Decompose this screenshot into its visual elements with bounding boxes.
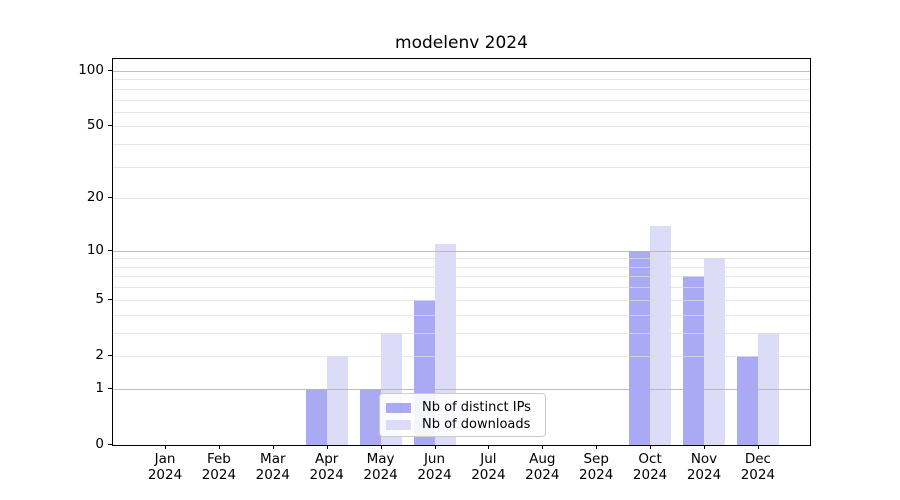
x-tick-mark-aug [542, 445, 544, 449]
y-tick-label-100: 100 [78, 61, 104, 78]
x-tick-label-jun: Jun 2024 [417, 451, 452, 483]
x-tick-label-sep: Sep 2024 [579, 451, 614, 483]
x-tick-mark-dec [757, 445, 759, 449]
y-tick-mark-50 [108, 125, 113, 127]
x-tick-label-aug: Aug 2024 [525, 451, 560, 483]
y-tick-label-10: 10 [86, 241, 104, 258]
minor-gridline-5 [113, 299, 810, 301]
minor-gridline-8 [113, 266, 810, 268]
x-tick-label-mar: Mar 2024 [255, 451, 290, 483]
y-tick-label-5: 5 [95, 290, 104, 307]
y-tick-mark-20 [108, 197, 113, 199]
legend-swatch-downloads [386, 419, 411, 430]
x-tick-mark-jun [434, 445, 436, 449]
x-tick-label-apr: Apr 2024 [309, 451, 344, 483]
minor-gridline-6 [113, 287, 810, 289]
bar-downloads-nov [704, 258, 725, 445]
bar-downloads-apr [326, 356, 348, 445]
x-tick-label-jul: Jul 2024 [471, 451, 506, 483]
minor-gridline-30 [113, 166, 810, 168]
chart-title: modelenv 2024 [395, 33, 528, 53]
minor-gridline-9 [113, 258, 810, 260]
legend-item-distinct-ips: Nb of distinct IPs [386, 399, 537, 416]
x-tick-label-dec: Dec 2024 [740, 451, 776, 483]
bar-distinct-ips-apr [305, 388, 327, 445]
y-tick-label-0: 0 [95, 436, 104, 452]
x-tick-mark-mar [272, 445, 274, 449]
minor-gridline-3 [113, 332, 810, 334]
y-tick-mark-5 [108, 298, 113, 300]
x-tick-mark-oct [650, 445, 652, 449]
y-tick-label-2: 2 [95, 347, 104, 363]
x-tick-label-nov: Nov 2024 [686, 451, 722, 483]
legend-swatch-distinct-ips [386, 402, 411, 413]
major-gridline-10 [113, 250, 810, 252]
legend: Nb of distinct IPs Nb of downloads [379, 393, 546, 437]
legend-item-downloads: Nb of downloads [386, 416, 537, 433]
legend-label-distinct-ips: Nb of distinct IPs [422, 400, 531, 415]
x-tick-label-oct: Oct 2024 [632, 451, 668, 483]
x-tick-label-may: May 2024 [363, 451, 398, 483]
x-tick-mark-sep [596, 445, 598, 449]
y-tick-mark-10 [108, 249, 113, 251]
bar-downloads-dec [757, 332, 779, 445]
minor-gridline-20 [113, 198, 810, 200]
minor-gridline-80 [113, 88, 810, 90]
minor-gridline-50 [113, 126, 810, 128]
plot-area [112, 58, 811, 446]
x-tick-mark-may [380, 445, 382, 449]
bar-distinct-ips-nov [683, 276, 704, 445]
y-tick-mark-1 [108, 387, 113, 389]
bar-distinct-ips-oct [629, 250, 651, 445]
y-tick-mark-100 [108, 69, 113, 71]
y-tick-mark-0 [108, 444, 113, 445]
minor-gridline-70 [113, 99, 810, 101]
major-gridline-1 [113, 388, 810, 390]
legend-label-downloads: Nb of downloads [422, 417, 531, 432]
minor-gridline-90 [113, 79, 810, 81]
minor-gridline-7 [113, 276, 810, 278]
minor-gridline-4 [113, 314, 810, 316]
x-tick-label-jan: Jan 2024 [147, 451, 183, 483]
bar-downloads-oct [650, 225, 672, 445]
x-tick-mark-jan [165, 445, 166, 449]
bar-distinct-ips-may [359, 388, 381, 445]
x-tick-label-feb: Feb 2024 [201, 451, 237, 483]
x-tick-mark-nov [704, 445, 705, 449]
x-tick-mark-jul [488, 445, 490, 449]
y-tick-label-50: 50 [86, 117, 104, 134]
x-tick-mark-feb [218, 445, 220, 449]
minor-gridline-60 [113, 111, 810, 113]
minor-gridline-2 [113, 356, 810, 357]
y-tick-mark-2 [108, 355, 113, 356]
y-tick-label-1: 1 [95, 379, 104, 396]
y-tick-label-20: 20 [86, 189, 104, 206]
x-tick-mark-apr [326, 445, 328, 449]
bar-distinct-ips-dec [736, 356, 758, 445]
minor-gridline-40 [113, 144, 810, 145]
major-gridline-100 [113, 70, 810, 72]
